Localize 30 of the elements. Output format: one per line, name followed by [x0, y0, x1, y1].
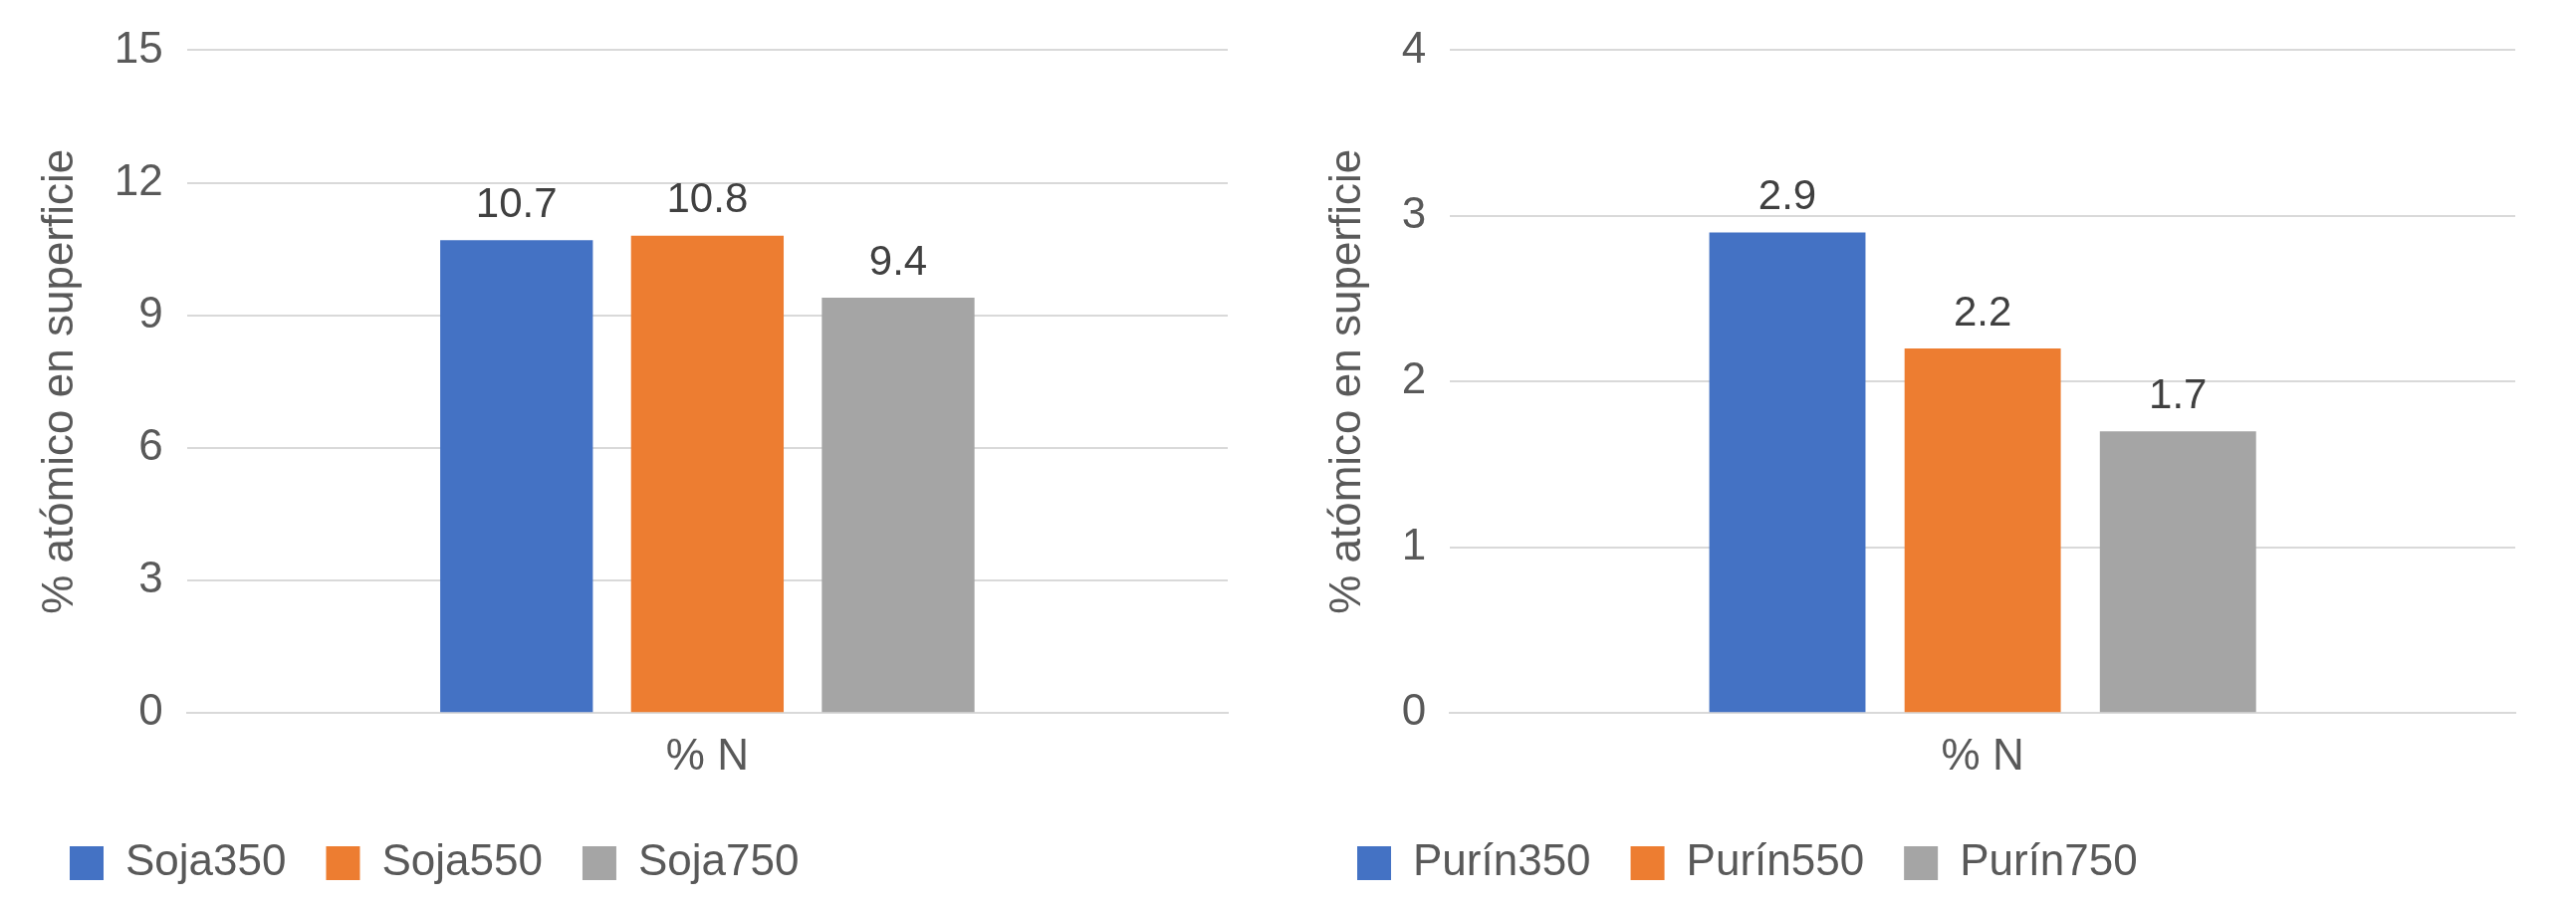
legend-label: Soja550 [381, 835, 543, 885]
y-tick-label: 3 [1401, 187, 1427, 237]
data-label: 9.4 [868, 236, 928, 284]
y-tick-label: 12 [114, 154, 163, 204]
bar [1904, 348, 2061, 713]
legend-label: Purín750 [1960, 835, 2138, 885]
y-tick-label: 6 [138, 420, 163, 470]
legend-label: Purín350 [1413, 835, 1591, 885]
y-tick-label: 15 [114, 22, 163, 72]
x-tick-label: % N [1941, 729, 2024, 779]
y-tick-label: 4 [1401, 22, 1427, 72]
y-tick-label: 9 [138, 287, 163, 337]
y-tick-label: 2 [1401, 353, 1427, 403]
y-tick-label: 0 [138, 685, 163, 735]
y-axis-title: % atómico en superficie [32, 148, 82, 614]
y-tick-label: 3 [138, 553, 163, 602]
y-tick-label: 0 [1401, 685, 1427, 735]
data-label: 2.9 [1757, 171, 1817, 219]
bar [1709, 232, 1866, 713]
y-tick-label: 1 [1401, 519, 1427, 568]
y-axis-title: % atómico en superficie [1319, 148, 1369, 614]
data-label: 1.7 [2149, 369, 2208, 417]
data-label: 2.2 [1953, 287, 2012, 335]
bar [2099, 431, 2256, 713]
x-tick-label: % N [665, 729, 749, 779]
legend-label: Purín550 [1686, 835, 1865, 885]
legend-label: Soja750 [637, 835, 800, 885]
data-label: 10.8 [666, 174, 749, 222]
legend-label: Soja350 [125, 835, 287, 885]
data-label: 10.7 [475, 178, 558, 226]
